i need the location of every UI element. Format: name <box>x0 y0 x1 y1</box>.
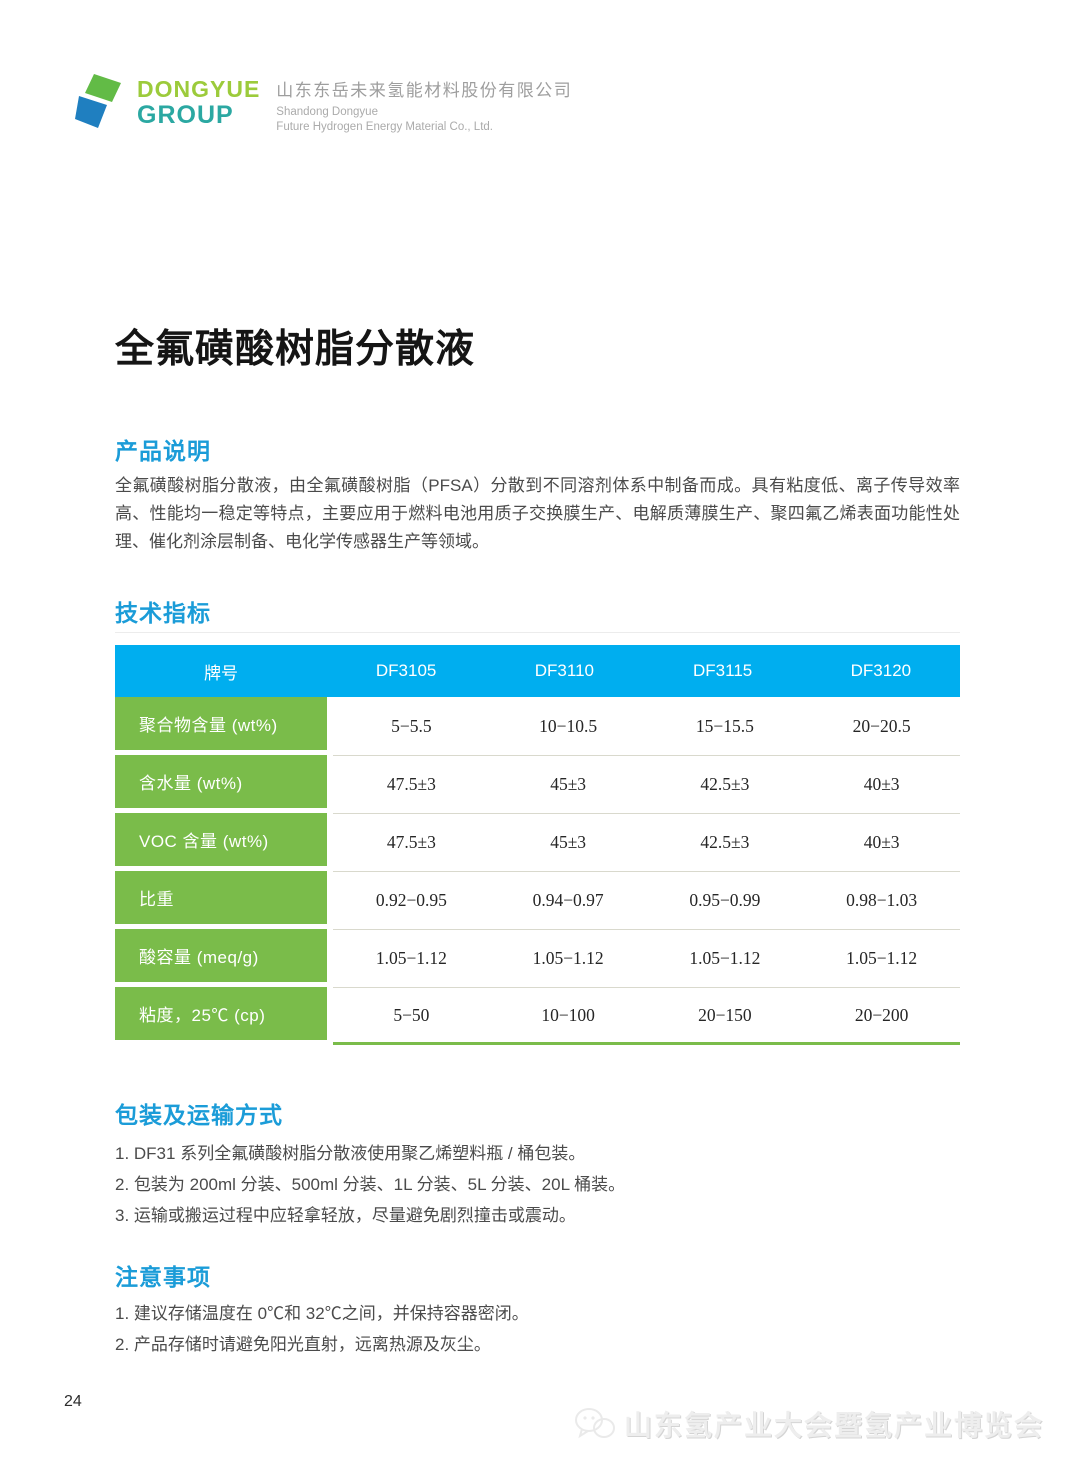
column-header-grade: 牌号 <box>204 663 238 683</box>
column-header-df3105: DF3105 <box>375 661 437 680</box>
column-gap <box>327 697 333 755</box>
table-cell: 10−10.5 <box>539 715 598 736</box>
column-gap <box>327 813 333 871</box>
table-row: 粘度，25℃ (cp) 5−50 10−100 20−150 20−200 <box>115 987 960 1045</box>
table-cell: 15−15.5 <box>695 715 754 736</box>
footer-watermark: 山东氢产业大会暨氢产业博览会 <box>574 1404 1044 1444</box>
table-cell: 45±3 <box>550 832 587 852</box>
table-row: 含水量 (wt%) 47.5±3 45±3 42.5±3 40±3 <box>115 755 960 813</box>
page-title: 全氟磺酸树脂分散液 <box>115 328 476 371</box>
notes-list: 1. 建议存储温度在 0℃和 32℃之间，并保持容器密闭。 2. 产品存储时请避… <box>115 1298 960 1360</box>
wechat-icon <box>574 1408 615 1439</box>
row-cells: 47.5±3 45±3 42.5±3 40±3 <box>333 813 960 871</box>
table-cell: 45±3 <box>550 774 587 794</box>
company-name-chinese: 山东东岳未来氢能材料股份有限公司 <box>276 81 573 100</box>
table-cell: 5−50 <box>393 1004 430 1025</box>
row-cells: 5−50 10−100 20−150 20−200 <box>333 987 960 1045</box>
section-heading-notes: 注意事项 <box>115 1264 211 1290</box>
list-item: 1. 建议存储温度在 0℃和 32℃之间，并保持容器密闭。 <box>115 1304 529 1323</box>
column-header-df3120: DF3120 <box>850 661 912 680</box>
table-row: VOC 含量 (wt%) 47.5±3 45±3 42.5±3 40±3 <box>115 813 960 871</box>
dongyue-logo-icon <box>75 74 121 128</box>
table-cell: 40±3 <box>863 832 900 852</box>
page-number: 24 <box>64 1393 82 1410</box>
table-cell: 47.5±3 <box>386 832 436 852</box>
brand-header: DONGYUE GROUP 山东东岳未来氢能材料股份有限公司 Shandong … <box>75 72 572 135</box>
table-cell: 47.5±3 <box>386 774 436 794</box>
row-label: 聚合物含量 (wt%) <box>115 697 327 750</box>
row-label: 酸容量 (meq/g) <box>115 929 327 982</box>
row-cells: 1.05−1.12 1.05−1.12 1.05−1.12 1.05−1.12 <box>333 929 960 987</box>
table-cell: 20−200 <box>854 1004 909 1025</box>
section-heading-description: 产品说明 <box>115 438 211 464</box>
brand-name-line2: GROUP <box>137 101 234 129</box>
row-cells: 5−5.5 10−10.5 15−15.5 20−20.5 <box>333 697 960 755</box>
table-row: 比重 0.92−0.95 0.94−0.97 0.95−0.99 0.98−1.… <box>115 871 960 929</box>
company-en-line1: Shandong Dongyue <box>276 106 378 118</box>
brand-wordmark: DONGYUE GROUP <box>137 72 260 128</box>
brand-name-line1: DONGYUE <box>137 76 261 102</box>
list-item: 1. DF31 系列全氟磺酸树脂分散液使用聚乙烯塑料瓶 / 桶包装。 <box>115 1144 586 1163</box>
row-label: VOC 含量 (wt%) <box>115 813 327 866</box>
column-gap <box>327 987 333 1045</box>
column-header-df3115: DF3115 <box>693 661 753 680</box>
packaging-list: 1. DF31 系列全氟磺酸树脂分散液使用聚乙烯塑料瓶 / 桶包装。 2. 包装… <box>115 1138 960 1231</box>
table-cell: 20−20.5 <box>852 715 911 736</box>
table-cell: 1.05−1.12 <box>846 948 918 968</box>
list-item: 2. 产品存储时请避免阳光直射，远离热源及灰尘。 <box>115 1335 491 1354</box>
company-name-english: Shandong Dongyue Future Hydrogen Energy … <box>276 105 572 135</box>
table-cell: 0.94−0.97 <box>532 890 604 910</box>
table-cell: 42.5±3 <box>700 774 750 794</box>
list-item: 2. 包装为 200ml 分装、500ml 分装、1L 分装、5L 分装、20L… <box>115 1175 626 1194</box>
row-cells: 0.92−0.95 0.94−0.97 0.95−0.99 0.98−1.03 <box>333 871 960 929</box>
company-name-block: 山东东岳未来氢能材料股份有限公司 Shandong Dongyue Future… <box>276 72 572 135</box>
row-label: 粘度，25℃ (cp) <box>115 987 327 1040</box>
column-gap <box>327 929 333 987</box>
description-body: 全氟磺酸树脂分散液，由全氟磺酸树脂（PFSA）分散到不同溶剂体系中制备而成。具有… <box>115 476 960 551</box>
table-cell: 20−150 <box>698 1004 752 1025</box>
table-cell: 1.05−1.12 <box>689 948 761 968</box>
table-row: 聚合物含量 (wt%) 5−5.5 10−10.5 15−15.5 20−20.… <box>115 697 960 755</box>
column-header-df3110: DF3110 <box>534 661 594 680</box>
section-heading-specs: 技术指标 <box>115 600 211 626</box>
table-top-hairline <box>115 632 960 633</box>
table-cell: 40±3 <box>863 774 900 794</box>
company-en-line2: Future Hydrogen Energy Material Co., Ltd… <box>276 121 493 133</box>
table-row: 酸容量 (meq/g) 1.05−1.12 1.05−1.12 1.05−1.1… <box>115 929 960 987</box>
table-cell: 5−5.5 <box>391 715 432 736</box>
table-cell: 1.05−1.12 <box>532 948 604 968</box>
table-cell: 0.95−0.99 <box>689 890 761 910</box>
watermark-text: 山东氢产业大会暨氢产业博览会 <box>623 1410 1044 1441</box>
spec-table: 牌号 DF3105 DF3110 DF3115 DF3120 聚合物含量 (wt… <box>115 645 960 1045</box>
column-gap <box>327 871 333 929</box>
row-cells: 47.5±3 45±3 42.5±3 40±3 <box>333 755 960 813</box>
table-cell: 42.5±3 <box>700 832 750 852</box>
column-gap <box>327 755 333 813</box>
row-label: 比重 <box>115 871 327 924</box>
spec-table-header-row: 牌号 DF3105 DF3110 DF3115 DF3120 <box>115 645 960 697</box>
list-item: 3. 运输或搬运过程中应轻拿轻放，尽量避免剧烈撞击或震动。 <box>115 1206 576 1225</box>
table-cell: 1.05−1.12 <box>375 948 447 968</box>
table-cell: 0.92−0.95 <box>375 890 447 910</box>
table-cell: 10−100 <box>541 1004 595 1025</box>
row-label: 含水量 (wt%) <box>115 755 327 808</box>
table-cell: 0.98−1.03 <box>846 890 918 910</box>
section-heading-packaging: 包装及运输方式 <box>115 1102 283 1128</box>
